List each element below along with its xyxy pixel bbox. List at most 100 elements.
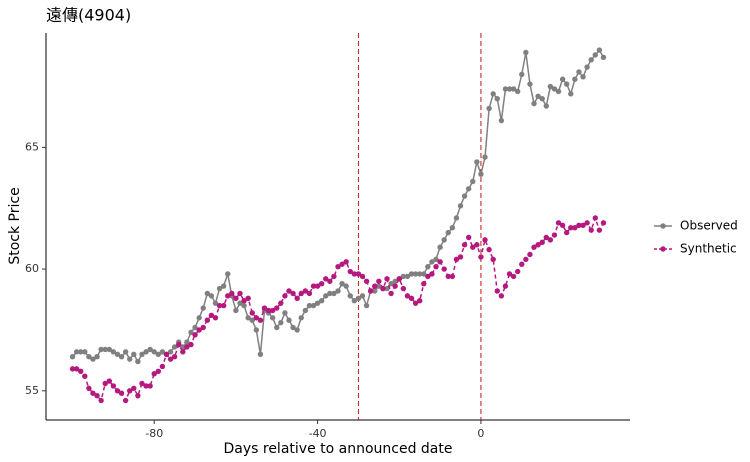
data-point [274,305,280,311]
data-point [474,159,480,165]
data-point [220,283,227,289]
data-point [163,351,170,357]
data-point [412,271,419,277]
data-point [253,315,260,321]
data-point [457,203,464,209]
data-point [286,288,292,294]
data-point [547,83,554,90]
data-point [208,293,215,299]
data-point [437,244,443,250]
data-point [584,64,590,70]
data-point [376,278,382,284]
data-point [551,86,558,92]
data-point [404,293,411,299]
data-point [555,220,562,226]
data-point [572,76,578,82]
data-point [514,88,521,95]
data-point [302,288,309,294]
data-point [78,368,84,375]
data-point [159,363,166,370]
data-point [425,273,431,280]
data-point [86,385,92,392]
data-point [237,290,243,297]
data-point [363,278,370,284]
data-point [568,91,574,97]
data-point [347,293,353,299]
data-point [596,227,603,233]
data-point [482,237,488,243]
data-point [253,327,260,333]
data-point [392,283,398,289]
data-point [506,86,513,92]
data-point [563,229,570,236]
data-point [118,354,125,360]
data-point [400,273,407,280]
data-point [290,324,296,331]
data-point [298,315,304,321]
data-point [588,227,594,233]
data-point [453,256,460,263]
data-point [372,288,378,294]
y-tick-label: 55 [25,384,39,397]
data-point [572,225,578,231]
data-point [347,268,353,275]
data-point [523,49,529,56]
data-point [69,366,76,372]
data-point [376,283,382,289]
data-point [449,225,456,231]
data-point [580,222,586,228]
data-point [155,351,162,357]
data-point [143,383,149,389]
data-point [576,69,582,75]
data-point [392,278,398,284]
data-point [478,171,484,177]
data-point [363,302,370,309]
data-point [237,300,243,306]
data-point [176,341,182,348]
data-point [180,349,186,355]
data-point [69,354,76,360]
data-point [490,91,496,97]
data-point [465,234,472,241]
data-point [135,392,141,399]
data-point [388,290,394,297]
data-point [127,356,133,362]
data-point [539,239,545,246]
data-point [278,300,284,306]
data-point [278,319,284,326]
data-point [359,273,366,280]
data-point [429,259,435,265]
data-point [229,290,235,297]
data-point [568,225,574,231]
data-point [335,263,341,270]
data-point [200,305,206,311]
data-point [159,349,166,355]
data-point [90,356,96,362]
data-point [580,74,586,80]
data-point [461,193,468,199]
data-point [514,268,521,275]
chart-title: 遠傳(4904) [46,6,131,25]
data-point [78,349,84,355]
data-point [306,302,313,309]
data-point [380,285,386,292]
data-point [196,315,202,321]
data-point [318,280,325,287]
data-point [367,288,374,294]
data-point [470,244,476,250]
data-point [359,293,366,299]
data-point [412,300,419,306]
data-point [425,263,431,270]
data-point [498,117,505,124]
data-point [563,81,570,87]
data-point [576,222,582,228]
data-point [147,383,153,389]
data-point [122,397,129,404]
data-point [543,103,549,109]
data-point [310,302,317,309]
data-point [351,271,358,277]
data-point [404,273,411,280]
data-point [355,271,362,277]
data-point [135,358,141,365]
data-point [478,254,484,260]
